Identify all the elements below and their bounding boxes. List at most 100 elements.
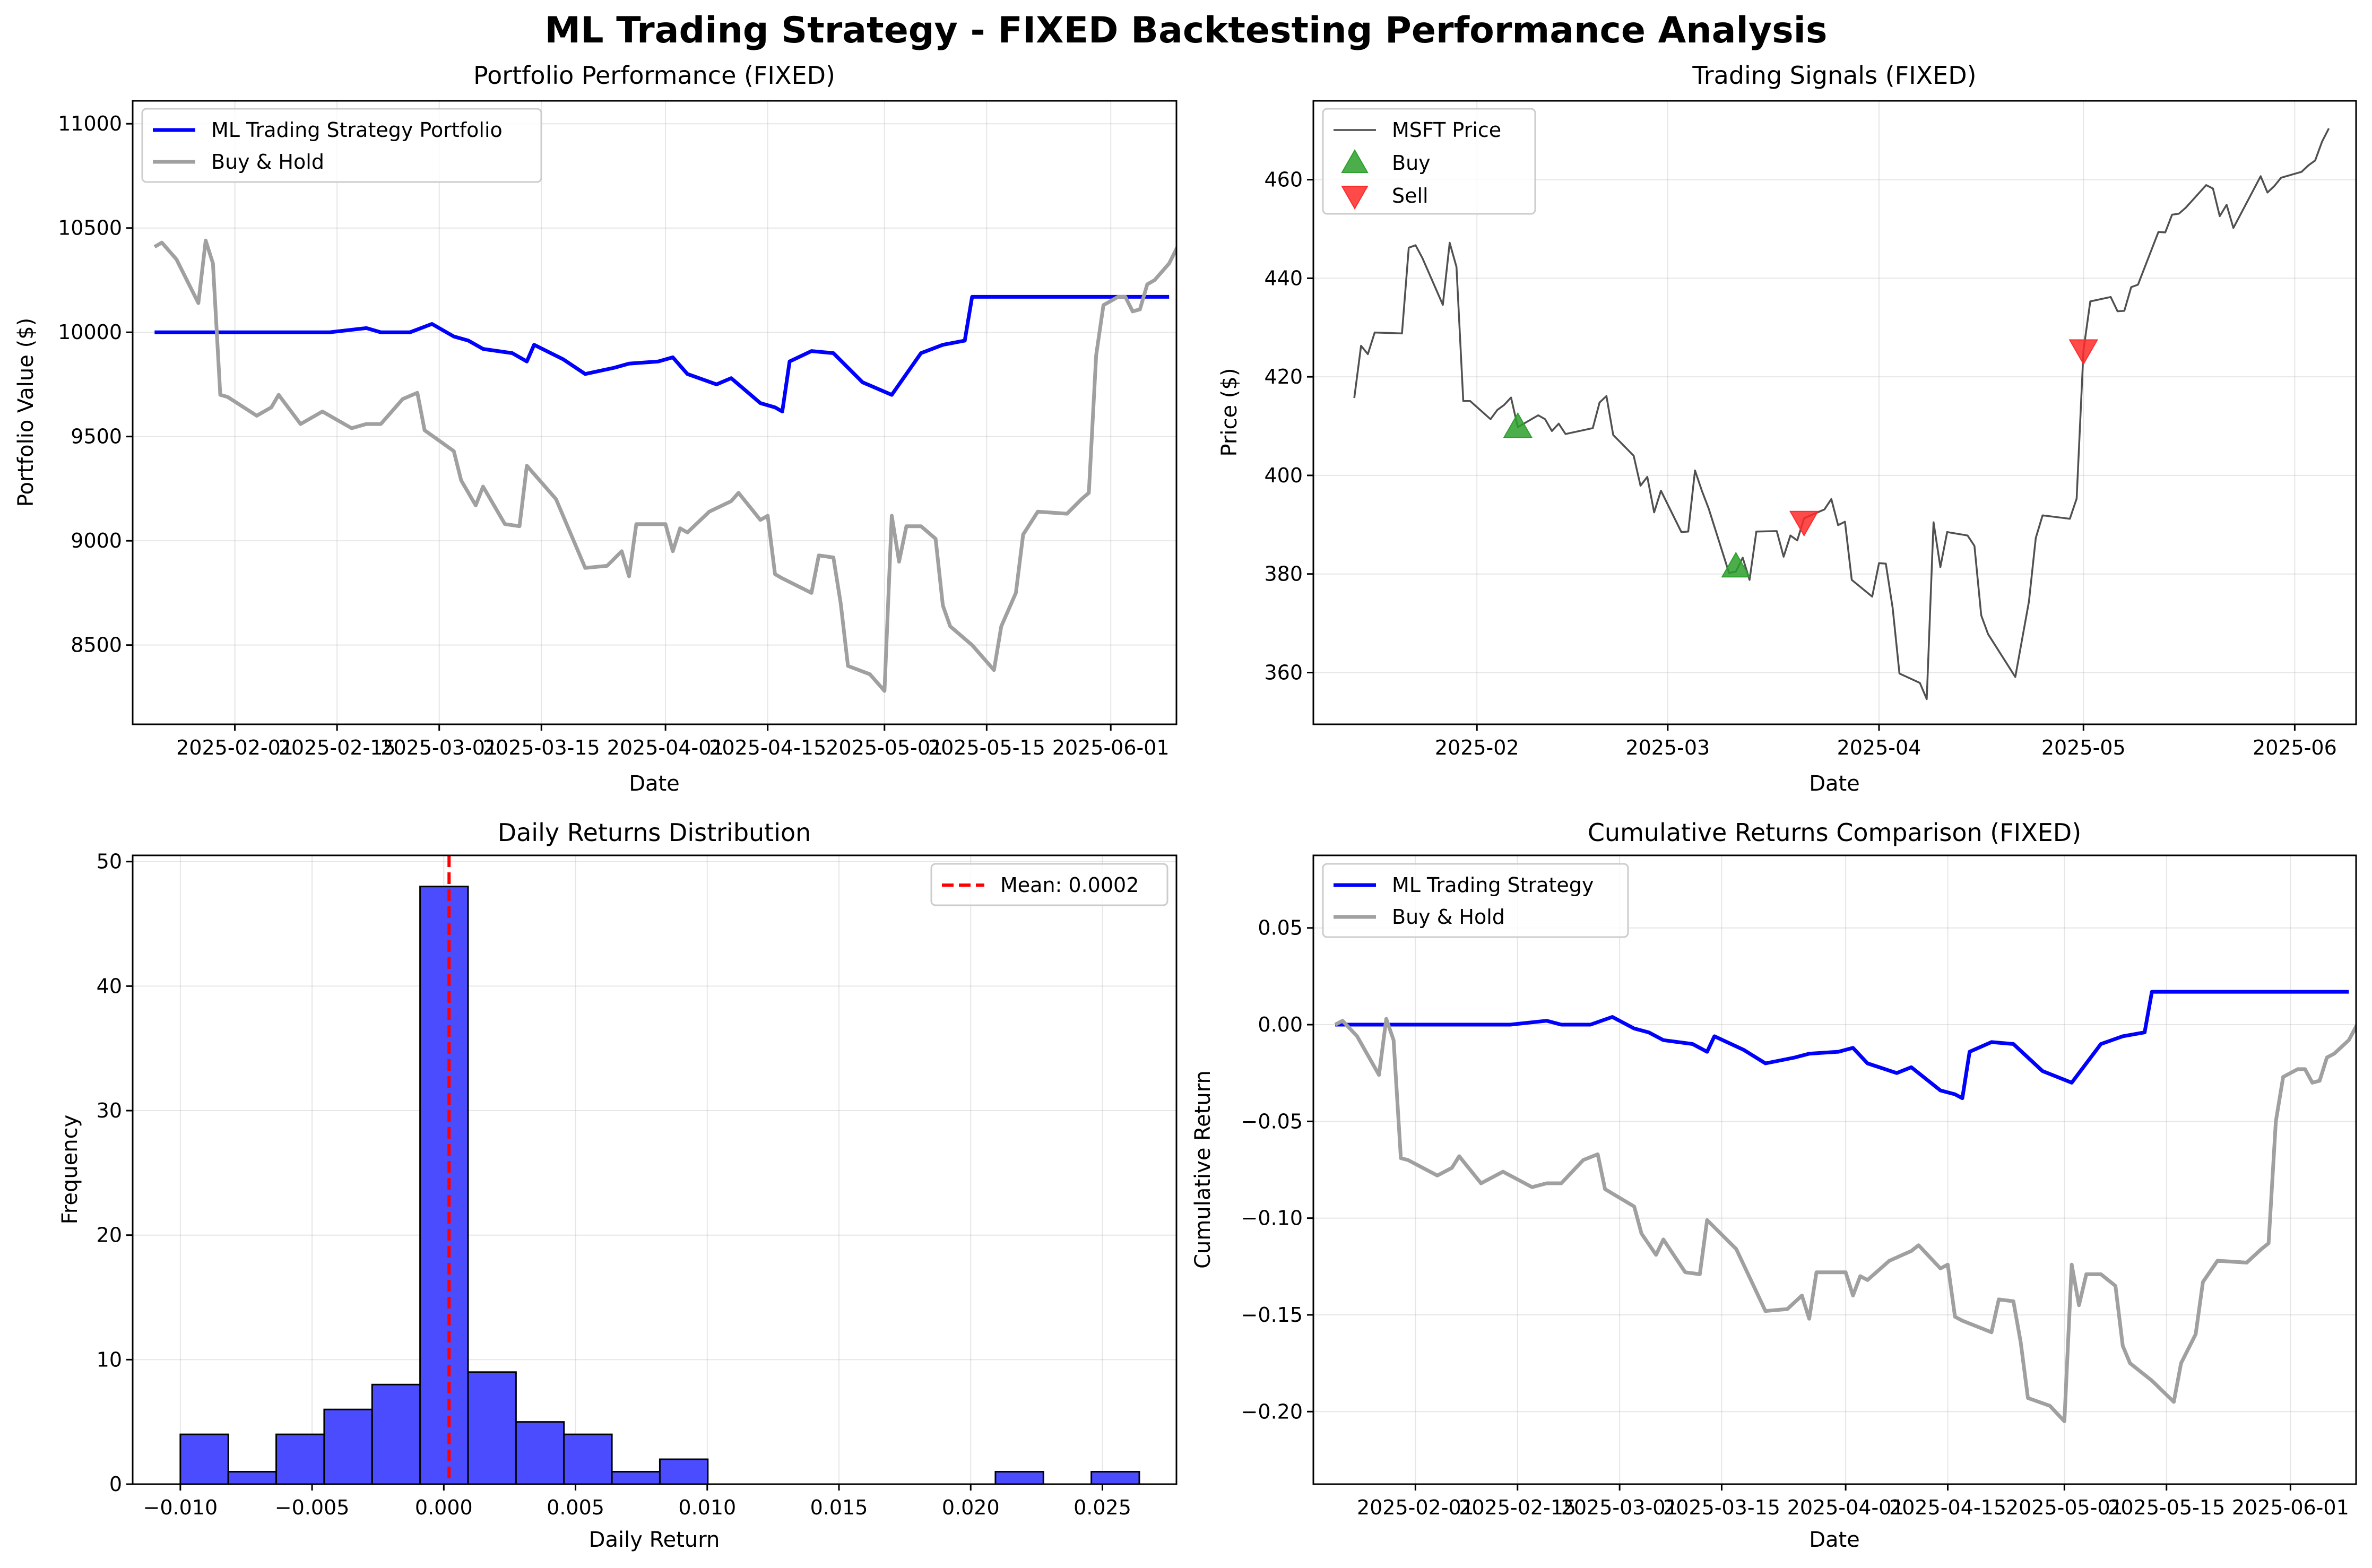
y-tick-label: 380: [1264, 562, 1303, 586]
series-line-buy-hold: [153, 238, 1176, 693]
y-axis-label: Cumulative Return: [1191, 1070, 1215, 1269]
x-tick-label: 2025-06: [2253, 736, 2337, 759]
chart-title: Cumulative Returns Comparison (FIXED): [1588, 818, 2081, 847]
x-tick-label: 2025-06-01: [2232, 1496, 2349, 1519]
x-tick-label: 2025-03: [1625, 736, 1710, 759]
histogram-bar: [419, 886, 469, 1484]
y-axis-label: Price ($): [1217, 368, 1242, 457]
y-tick-label: 9000: [71, 529, 122, 552]
series-line-strategy: [154, 294, 1170, 413]
legend-label: Buy & Hold: [211, 150, 324, 174]
cumulative-returns-chart: Cumulative Returns Comparison (FIXED) 20…: [1191, 818, 2357, 1552]
series-line-strategy: [1335, 990, 2349, 1101]
histogram-bar: [611, 1471, 661, 1484]
x-tick-label: 2025-04-15: [709, 736, 826, 759]
y-tick-label: 10000: [58, 320, 122, 344]
histogram-bar: [994, 1471, 1044, 1484]
histogram-bar: [323, 1408, 373, 1484]
y-axis-label: Frequency: [58, 1115, 82, 1225]
x-axis-label: Daily Return: [589, 1528, 720, 1552]
y-tick-label: −0.10: [1241, 1207, 1303, 1230]
x-tick-label: 2025-02: [1435, 736, 1519, 759]
sell-signal-marker: [2068, 339, 2098, 366]
legend: MSFT Price Buy Sell: [1322, 108, 1536, 215]
x-tick-label: 2025-04: [1837, 736, 1921, 759]
legend-label: Sell: [1392, 184, 1429, 207]
x-tick-label: 2025-02-15: [279, 736, 396, 759]
portfolio-performance-chart: Portfolio Performance (FIXED) 2025-02-01…: [14, 61, 1178, 796]
trading-signals-chart: Trading Signals (FIXED) 2025-02 2025-03 20…: [1217, 61, 2357, 796]
y-tick-label: −0.20: [1241, 1400, 1303, 1423]
figure-title: ML Trading Strategy - FIXED Backtesting …: [545, 10, 1828, 51]
plot-area: [1353, 128, 2330, 700]
y-tick-label: 9500: [71, 425, 122, 448]
x-tick-label: −0.005: [275, 1496, 350, 1519]
y-tick-label: 360: [1264, 661, 1303, 684]
x-tick-label: 0.015: [810, 1496, 868, 1519]
x-tick-label: 2025-05-15: [928, 736, 1045, 759]
y-tick-label: −0.05: [1241, 1110, 1303, 1133]
chart-title: Daily Returns Distribution: [498, 818, 811, 847]
x-tick-label: 2025-02-15: [1459, 1496, 1576, 1519]
chart-title: Trading Signals (FIXED): [1692, 61, 1976, 90]
legend-box: [1322, 863, 1629, 938]
x-tick-label: −0.010: [143, 1496, 218, 1519]
x-tick-label: 0.000: [415, 1496, 473, 1519]
x-tick-label: 2025-03-15: [1663, 1496, 1780, 1519]
x-tick-label: 2025-05-01: [2006, 1496, 2123, 1519]
x-tick-label: 2025-02-01: [1357, 1496, 1474, 1519]
series-line-buy-hold: [1334, 1017, 2356, 1423]
legend-box: [1322, 108, 1536, 215]
legend-swatch: [1341, 149, 1369, 173]
x-tick-label: 2025-02-01: [176, 736, 293, 759]
x-tick-label: 2025-03-15: [483, 736, 600, 759]
legend-box: [141, 108, 542, 183]
y-tick-label: 400: [1264, 464, 1303, 487]
y-tick-label: −0.15: [1241, 1303, 1303, 1327]
sell-signal-marker: [1789, 510, 1819, 537]
buy-signal-marker: [1721, 551, 1751, 578]
plot-frame: [132, 100, 1178, 725]
histogram-bar: [275, 1433, 325, 1484]
plot-area: [1334, 990, 2356, 1423]
x-tick-label: 2025-05-01: [826, 736, 943, 759]
legend: ML Trading Strategy Buy & Hold: [1322, 863, 1629, 938]
legend-box: [930, 863, 1168, 906]
histogram-bar: [227, 1471, 278, 1484]
x-tick-label: 2025-04-01: [1787, 1496, 1904, 1519]
plot-area: [153, 238, 1176, 693]
x-tick-label: 2025-04-15: [1889, 1496, 2006, 1519]
x-axis-label: Date: [629, 772, 680, 796]
histogram-bar: [179, 1433, 229, 1484]
chart-title: Portfolio Performance (FIXED): [473, 61, 835, 90]
x-tick-label: 2025-03-01: [380, 736, 498, 759]
buy-signal-marker: [1503, 412, 1533, 438]
histogram-bar: [515, 1421, 565, 1484]
y-tick-label: 40: [97, 974, 122, 998]
plot-frame: [1312, 100, 2357, 725]
y-tick-label: 8500: [71, 634, 122, 657]
y-tick-label: 420: [1264, 365, 1303, 388]
x-tick-label: 2025-05-15: [2108, 1496, 2225, 1519]
legend: ML Trading Strategy Portfolio Buy & Hold: [141, 108, 542, 183]
x-tick-label: 0.025: [1074, 1496, 1131, 1519]
legend-label: Buy: [1392, 151, 1431, 175]
x-axis-label: Date: [1809, 1528, 1860, 1552]
histogram-bar: [659, 1458, 709, 1484]
x-tick-label: 0.010: [678, 1496, 736, 1519]
legend-label: Mean: 0.0002: [1000, 873, 1139, 897]
x-tick-label: 0.005: [547, 1496, 604, 1519]
histogram-bar: [467, 1371, 517, 1484]
y-tick-label: 460: [1264, 168, 1303, 192]
histogram-bar: [371, 1383, 421, 1484]
legend-label: Buy & Hold: [1392, 905, 1505, 929]
plot-area: [179, 855, 1140, 1484]
x-tick-label: 0.020: [942, 1496, 1000, 1519]
legend-label: ML Trading Strategy: [1392, 873, 1594, 897]
series-line-price: [1353, 128, 2330, 700]
y-tick-label: 0: [109, 1472, 122, 1496]
y-tick-label: 0.00: [1258, 1013, 1303, 1036]
x-tick-label: 2025-06-01: [1052, 736, 1170, 759]
